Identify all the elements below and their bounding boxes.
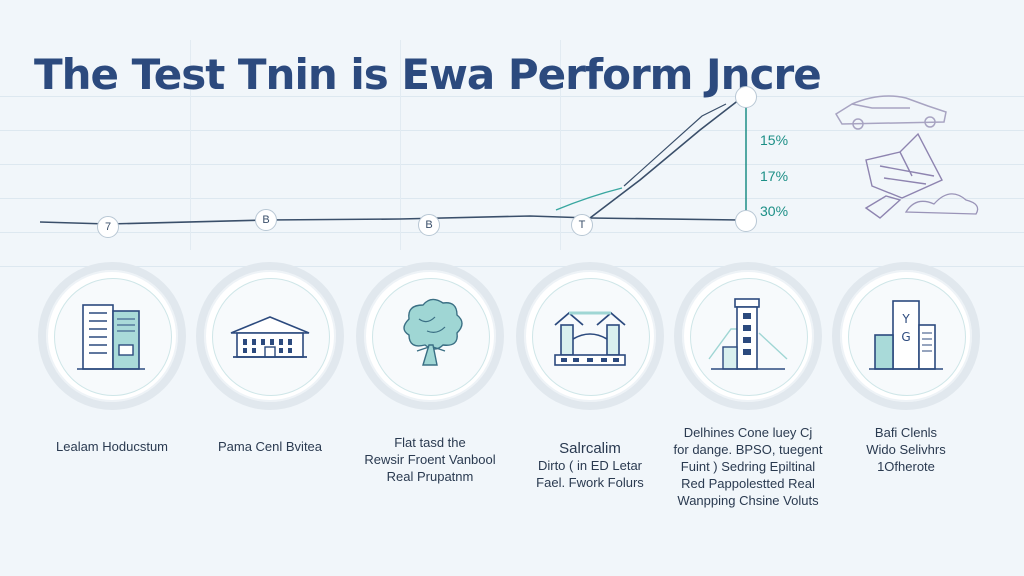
stage-label: Delhines Cone luey Cj for dange. BPSO, t… (673, 425, 823, 508)
stage-circle (674, 262, 822, 410)
peak-marker (735, 86, 757, 108)
timeline-marker: B (418, 214, 440, 236)
cloud-sketch-icon (904, 193, 979, 215)
stage-label: Salrcalim Dirto ( in ED Letar Fael. Fwor… (536, 440, 644, 490)
page-title: The Test Tnin is Ewa Perform Jncre (34, 50, 822, 99)
stage-label: Lealam Hoducstum (56, 439, 168, 454)
skyscraper-icon: Y G (869, 300, 943, 370)
stage-label: Pama Cenl Bvitea (217, 439, 323, 454)
office-building-icon (77, 304, 145, 370)
stage-label: Flat tasd the Rewsir Froent Vanbool Real… (364, 435, 496, 484)
stage-circle (516, 262, 664, 410)
bridge-icon (554, 311, 626, 366)
stage-circle: Y G (832, 262, 980, 410)
percentage-label: 30% (760, 203, 789, 219)
timeline-marker: B (255, 209, 277, 231)
timeline-marker (735, 210, 757, 232)
percentage-label: 15% (760, 132, 789, 148)
svg-text:G: G (901, 330, 910, 344)
stage-label: Bafi Clenls Wido Selivhrs 1Ofherote (866, 425, 946, 474)
trend-line (39, 215, 741, 225)
timeline-marker: T (571, 214, 593, 236)
car-sketch-icon (834, 95, 947, 130)
stage-circle (356, 262, 504, 410)
government-building-icon (230, 316, 310, 358)
rising-trend-line (589, 95, 745, 219)
rising-trend-line-2 (623, 103, 727, 187)
trend-line-chart (39, 95, 979, 225)
tree-icon (403, 298, 463, 366)
accent-trend-line (555, 187, 623, 211)
stage-circle (38, 262, 186, 410)
tower-icon (708, 298, 788, 370)
percentage-label: 17% (760, 168, 789, 184)
stage-circle (196, 262, 344, 410)
house-sketch-icon (864, 132, 943, 219)
svg-text:Y: Y (901, 312, 910, 326)
timeline-marker: 7 (97, 216, 119, 238)
